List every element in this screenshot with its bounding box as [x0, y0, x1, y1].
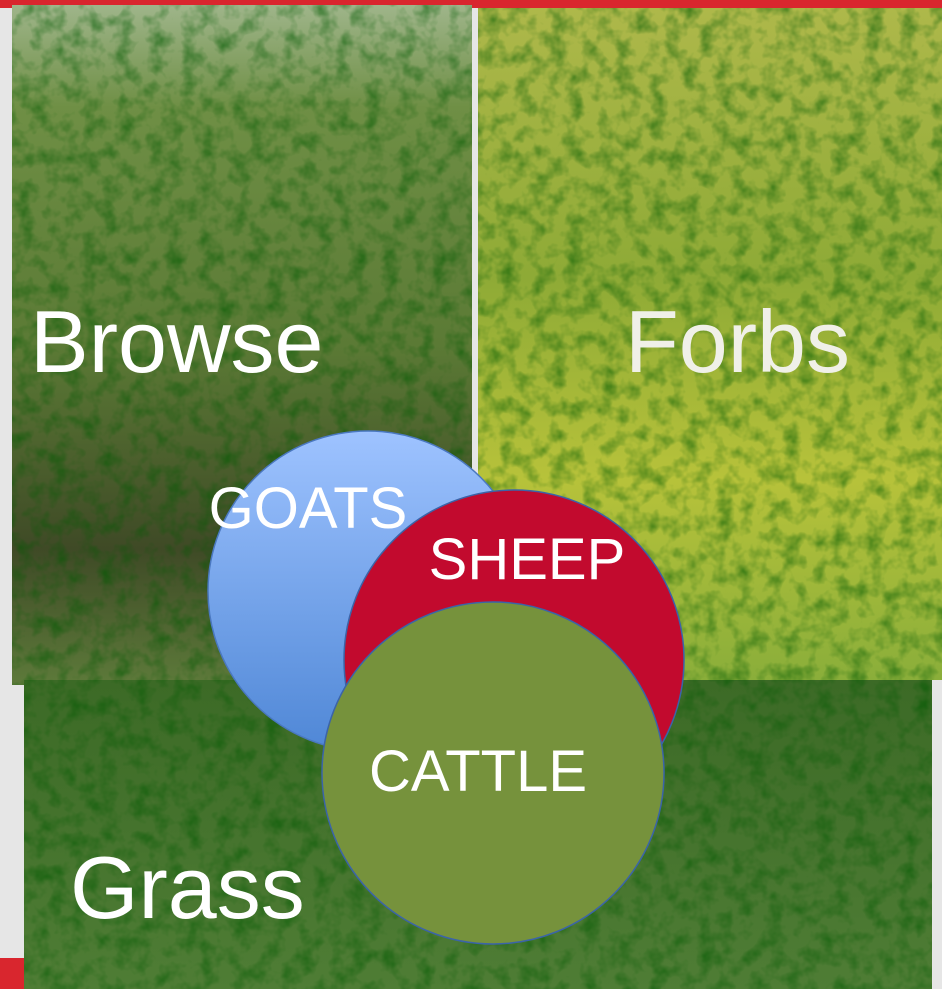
diagram: Browse Forbs Grass GOATS SHEEP CATTLE: [0, 0, 942, 989]
circle-label: CATTLE: [369, 739, 587, 804]
panel-label: Forbs: [625, 292, 850, 391]
page: Browse Forbs Grass GOATS SHEEP CATTLE ((…: [0, 0, 942, 989]
circle-label: SHEEP: [429, 527, 626, 592]
circle-label: GOATS: [209, 476, 408, 541]
panel-label: Browse: [30, 292, 323, 391]
panel-label: Grass: [70, 838, 305, 937]
